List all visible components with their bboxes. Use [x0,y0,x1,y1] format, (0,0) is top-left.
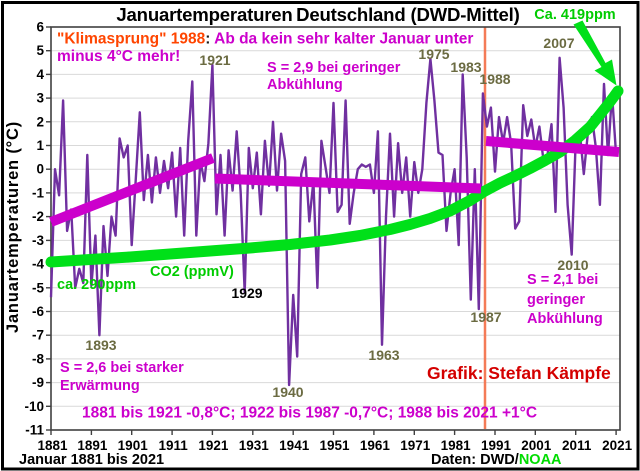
svg-text:-6: -6 [32,304,44,319]
svg-text:2: 2 [36,114,44,129]
svg-text:2011: 2011 [562,438,592,453]
svg-text:1929: 1929 [231,285,262,301]
svg-text:1987: 1987 [470,309,501,325]
svg-text:Januartemperaturen Deutschland: Januartemperaturen Deutschland (DWD-Mitt… [116,4,519,25]
svg-text:ca. 290ppm: ca. 290ppm [57,277,136,293]
svg-text:6: 6 [36,20,44,35]
svg-text:geringer: geringer [527,292,585,308]
svg-text:1971: 1971 [400,438,431,453]
svg-text:Januartemperaturen (°C): Januartemperaturen (°C) [4,121,22,333]
svg-text:3: 3 [36,91,44,106]
svg-text:1991: 1991 [481,438,512,453]
svg-text:-11: -11 [25,423,44,438]
svg-text:Abkühlung: Abkühlung [267,77,343,93]
svg-text:1940: 1940 [272,384,303,400]
svg-text:Erwärmung: Erwärmung [60,378,140,394]
svg-text:S = 2,6 bei starker: S = 2,6 bei starker [60,360,184,376]
svg-text:-10: -10 [24,399,44,414]
svg-text:2001: 2001 [521,438,552,453]
svg-text:-3: -3 [32,233,44,248]
svg-text:-9: -9 [32,375,44,390]
svg-text:-2: -2 [32,209,44,224]
svg-text:1941: 1941 [279,438,310,453]
svg-text:1891: 1891 [77,438,108,453]
svg-text:5: 5 [36,43,44,58]
svg-text:1: 1 [36,138,44,153]
svg-text:Abkühlung: Abkühlung [527,311,603,327]
svg-text:1981: 1981 [441,438,472,453]
svg-text:"Klimasprung" 1988: Ab da kein: "Klimasprung" 1988: Ab da kein sehr kalt… [57,31,473,48]
svg-text:1921: 1921 [199,52,230,68]
svg-text:-1: -1 [32,185,44,200]
svg-text:1881 bis 1921 -0,8°C; 1922 bis: 1881 bis 1921 -0,8°C; 1922 bis 1987 -0,7… [82,405,537,422]
svg-text:S = 2,1 bei: S = 2,1 bei [527,272,598,288]
svg-text:1921: 1921 [198,438,229,453]
svg-text:1983: 1983 [450,59,481,75]
svg-text:1988: 1988 [479,71,510,87]
svg-text:0: 0 [36,162,44,177]
svg-text:CO2 (ppmV): CO2 (ppmV) [150,264,234,280]
svg-text:Januar 1881 bis 2021: Januar 1881 bis 2021 [19,452,164,468]
svg-text:Daten: DWD/NOAA: Daten: DWD/NOAA [431,452,562,468]
svg-text:-8: -8 [32,351,44,366]
svg-text:1951: 1951 [319,438,350,453]
svg-text:1961: 1961 [360,438,391,453]
svg-text:2010: 2010 [557,257,588,273]
svg-text:-7: -7 [32,328,44,343]
svg-text:1931: 1931 [239,438,270,453]
svg-text:1901: 1901 [118,438,149,453]
svg-text:minus 4°C mehr!: minus 4°C mehr! [57,48,180,65]
svg-text:1963: 1963 [368,347,399,363]
svg-text:2007: 2007 [543,35,574,51]
svg-text:1911: 1911 [158,438,188,453]
svg-text:1893: 1893 [85,337,116,353]
svg-text:4: 4 [36,67,44,82]
svg-text:S = 2,9 bei geringer: S = 2,9 bei geringer [267,60,401,76]
svg-text:1975: 1975 [418,46,449,62]
svg-text:2021: 2021 [602,438,633,453]
svg-text:Grafik: Stefan Kämpfe: Grafik: Stefan Kämpfe [427,363,611,383]
svg-text:1881: 1881 [37,438,68,453]
svg-text:Ca. 419ppm: Ca. 419ppm [534,7,615,23]
svg-text:-5: -5 [32,280,44,295]
svg-text:-4: -4 [32,257,44,272]
